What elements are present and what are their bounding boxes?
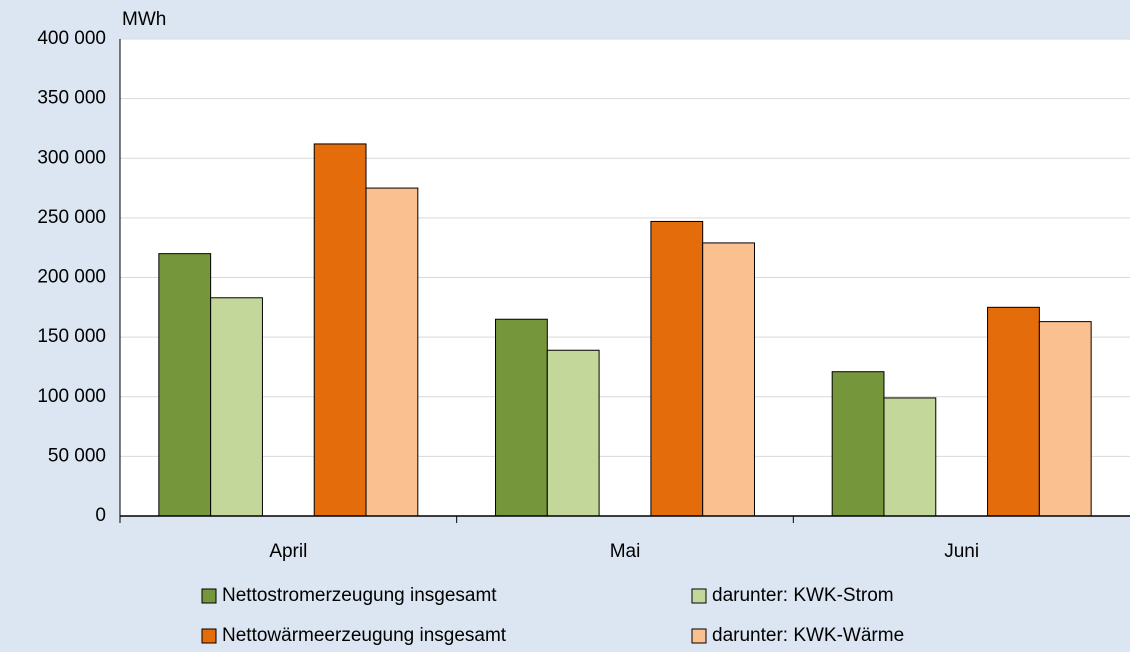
- x-tick-label: Mai: [610, 541, 641, 562]
- y-tick-label: 50 000: [48, 445, 106, 466]
- legend-swatch: [201, 588, 217, 604]
- legend-label: darunter: KWK-Strom: [712, 585, 894, 606]
- bar: [313, 143, 367, 517]
- legend-swatch: [691, 628, 707, 644]
- bar: [210, 297, 263, 517]
- bar: [702, 242, 755, 517]
- legend-swatch: [691, 588, 707, 604]
- y-tick-label: 0: [95, 505, 106, 526]
- y-tick-label: 350 000: [37, 88, 106, 109]
- x-tick-label: Juni: [944, 541, 979, 562]
- y-tick-label: 150 000: [37, 326, 106, 347]
- bar: [365, 187, 419, 517]
- bar: [987, 306, 1040, 517]
- bar: [883, 397, 937, 517]
- bar: [495, 318, 548, 517]
- x-tick-label: April: [269, 541, 307, 562]
- bar: [831, 371, 885, 517]
- y-tick-label: 100 000: [37, 386, 106, 407]
- bar: [650, 220, 704, 517]
- legend-swatch: [201, 628, 217, 644]
- legend-label: Nettowärmeerzeugung insgesamt: [222, 625, 507, 646]
- y-axis-label: MWh: [122, 9, 166, 30]
- legend-label: darunter: KWK-Wärme: [712, 625, 904, 646]
- bar: [1038, 321, 1092, 517]
- y-tick-label: 200 000: [37, 267, 106, 288]
- legend-label: Nettostromerzeugung insgesamt: [222, 585, 497, 606]
- y-tick-label: 250 000: [37, 207, 106, 228]
- bar: [546, 349, 600, 517]
- y-tick-label: 400 000: [37, 28, 106, 49]
- bar: [158, 253, 212, 517]
- y-tick-label: 300 000: [37, 147, 106, 168]
